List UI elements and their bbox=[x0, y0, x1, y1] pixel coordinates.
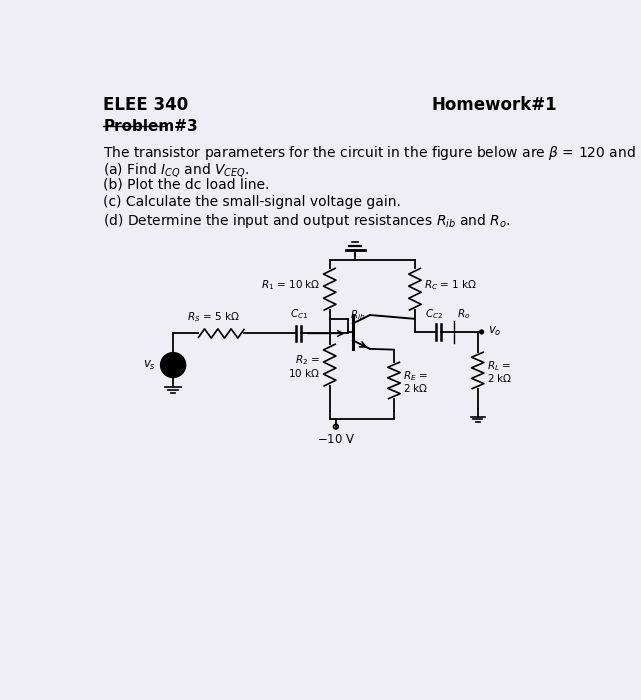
Text: $R_o$: $R_o$ bbox=[457, 307, 470, 321]
Text: −: − bbox=[169, 365, 178, 374]
Text: 2 k$\Omega$: 2 k$\Omega$ bbox=[487, 372, 512, 384]
Text: ELEE 340: ELEE 340 bbox=[103, 96, 188, 113]
Text: The transistor parameters for the circuit in the figure below are $\beta$ = 120 : The transistor parameters for the circui… bbox=[103, 144, 641, 162]
Text: $C_{C1}$: $C_{C1}$ bbox=[290, 307, 308, 321]
Text: $R_2$ =: $R_2$ = bbox=[296, 354, 320, 368]
Text: $v_o$: $v_o$ bbox=[488, 326, 501, 339]
Text: $R_S$ = 5 k$\Omega$: $R_S$ = 5 k$\Omega$ bbox=[187, 310, 240, 324]
Text: 10 k$\Omega$: 10 k$\Omega$ bbox=[288, 367, 320, 379]
Text: +: + bbox=[169, 356, 177, 365]
Text: (c) Calculate the small-signal voltage gain.: (c) Calculate the small-signal voltage g… bbox=[103, 195, 401, 209]
Text: Problem#3: Problem#3 bbox=[103, 119, 198, 134]
Circle shape bbox=[161, 353, 185, 377]
Text: $v_s$: $v_s$ bbox=[143, 358, 156, 372]
Text: $R_E$ =: $R_E$ = bbox=[403, 369, 428, 383]
Text: (a) Find $I_{CQ}$ and $V_{CEQ}$.: (a) Find $I_{CQ}$ and $V_{CEQ}$. bbox=[103, 161, 250, 179]
Circle shape bbox=[479, 330, 483, 334]
Text: $R_{ib}$: $R_{ib}$ bbox=[350, 308, 365, 322]
Text: $R_1$ = 10 k$\Omega$: $R_1$ = 10 k$\Omega$ bbox=[261, 279, 320, 293]
Text: $R_C$ = 1 k$\Omega$: $R_C$ = 1 k$\Omega$ bbox=[424, 279, 478, 293]
Text: Homework#1: Homework#1 bbox=[431, 96, 557, 113]
Text: $C_{C2}$: $C_{C2}$ bbox=[425, 307, 444, 321]
Text: (d) Determine the input and output resistances $R_{ib}$ and $R_o$.: (d) Determine the input and output resis… bbox=[103, 212, 511, 230]
Text: (b) Plot the dc load line.: (b) Plot the dc load line. bbox=[103, 178, 270, 192]
Text: 2 k$\Omega$: 2 k$\Omega$ bbox=[403, 382, 429, 394]
Text: $R_L$ =: $R_L$ = bbox=[487, 359, 512, 372]
Text: $-10$ V: $-10$ V bbox=[317, 433, 355, 446]
